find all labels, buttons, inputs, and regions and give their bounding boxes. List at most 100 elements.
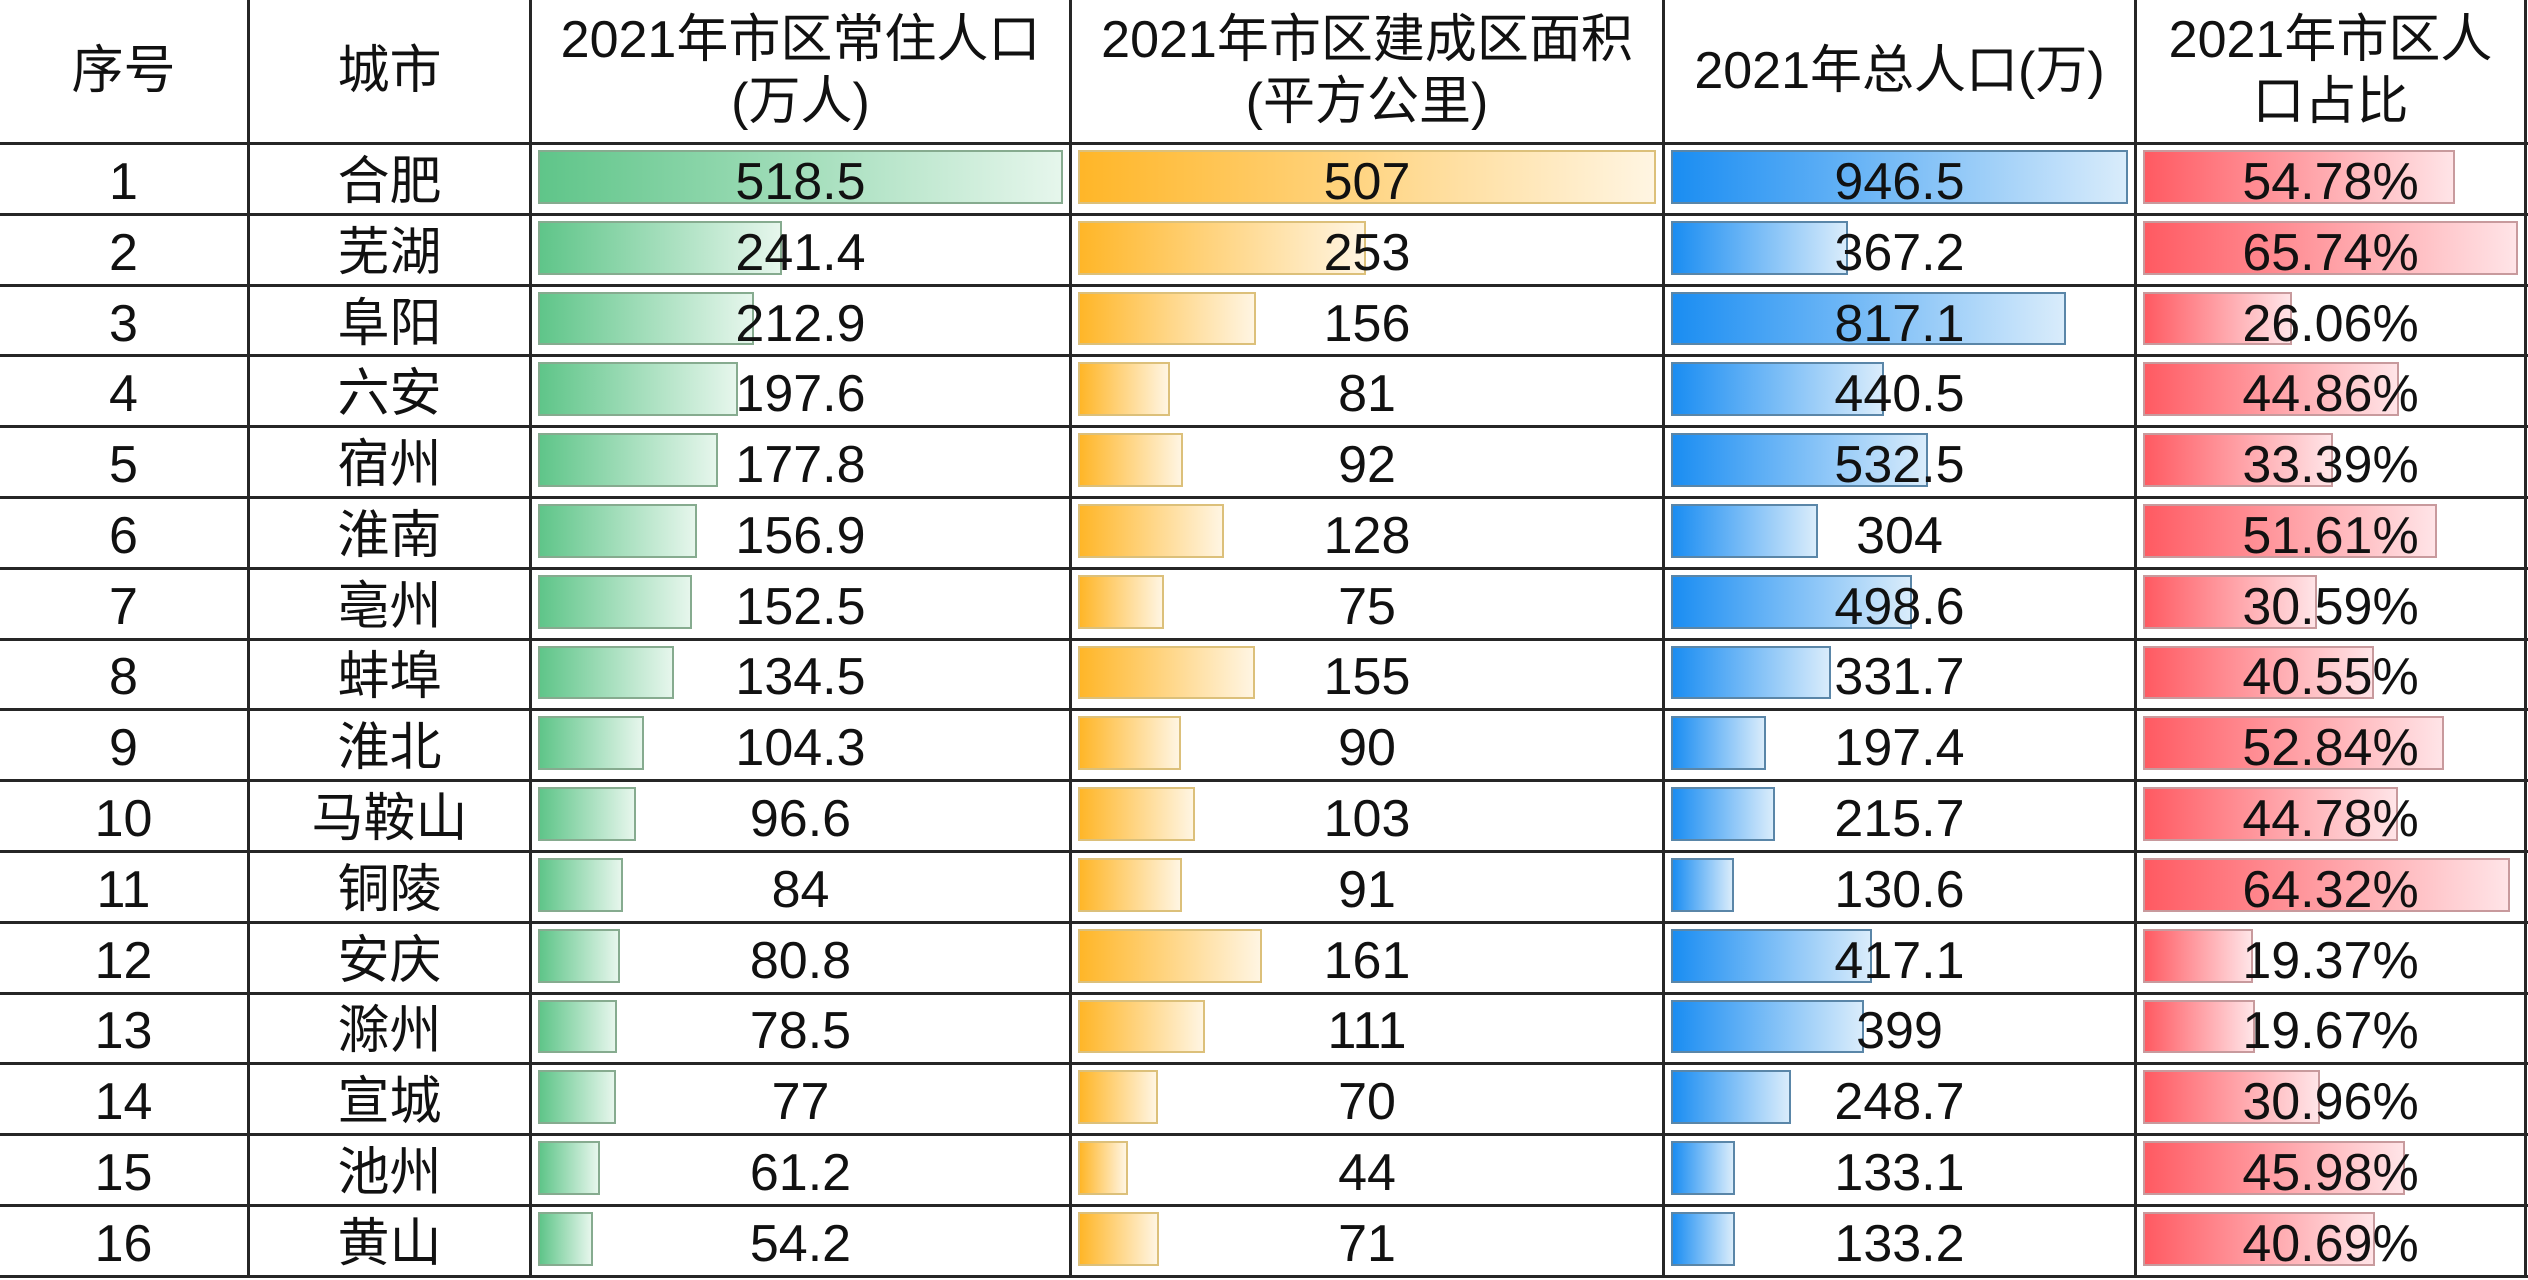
red-data-bar [2143, 716, 2445, 771]
table-row: 15 池州 61.2 44 133.1 45.98% [0, 1136, 2528, 1207]
built-area-value: 507 [1323, 152, 1411, 211]
orange-data-bar [1078, 1141, 1129, 1195]
orange-data-bar [1078, 433, 1183, 487]
urban-population-value: 156.9 [735, 506, 866, 565]
built-area-value: 253 [1323, 223, 1411, 282]
built-area-cell: 507 [1072, 145, 1665, 213]
urban-ratio-cell: 54.78% [2137, 145, 2527, 213]
urban-ratio-value: 30.96% [2242, 1073, 2419, 1132]
built-area-value: 75 [1338, 577, 1396, 636]
total-population-value: 367.2 [1834, 223, 1965, 282]
urban-ratio-cell: 19.67% [2137, 994, 2527, 1063]
header-urban-ratio: 2021年市区人 口占比 [2137, 0, 2527, 142]
blue-data-bar [1671, 433, 1929, 487]
urban-ratio-value: 19.67% [2242, 1002, 2419, 1061]
red-data-bar [2143, 645, 2375, 700]
orange-data-bar [1078, 220, 1367, 275]
urban-ratio-cell: 19.37% [2137, 923, 2527, 992]
green-data-bar [538, 1141, 600, 1195]
total-population-cell: 130.6 [1665, 852, 2137, 921]
city-name: 淮南 [337, 506, 442, 565]
green-data-bar [538, 150, 1063, 204]
urban-population-value: 177.8 [735, 436, 866, 495]
urban-population-cell: 77 [532, 1065, 1072, 1134]
red-data-bar [2143, 220, 2518, 275]
urban-population-cell: 518.5 [532, 145, 1072, 213]
total-population-value: 532.5 [1834, 436, 1965, 495]
table-row: 10 马鞍山 96.6 103 215.7 44.78% [0, 782, 2528, 853]
total-population-cell: 197.4 [1665, 711, 2137, 780]
city-cell: 铜陵 [250, 852, 532, 921]
table-row: 4 六安 197.6 81 440.5 44.86% [0, 357, 2528, 429]
header-index: 序号 [0, 0, 250, 142]
urban-population-value: 212.9 [735, 294, 866, 353]
green-data-bar [538, 787, 636, 841]
index-cell: 8 [0, 640, 250, 709]
urban-ratio-value: 52.84% [2242, 719, 2419, 778]
index-cell: 10 [0, 782, 250, 850]
row-index: 8 [109, 648, 138, 707]
city-cell: 黄山 [250, 1206, 532, 1275]
city-name: 阜阳 [337, 294, 442, 353]
total-population-value: 417.1 [1834, 931, 1965, 990]
red-data-bar [2143, 787, 2399, 841]
total-population-value: 215.7 [1834, 790, 1965, 849]
urban-ratio-cell: 51.61% [2137, 498, 2527, 567]
index-cell: 3 [0, 286, 250, 355]
index-cell: 16 [0, 1206, 250, 1275]
total-population-value: 946.5 [1834, 152, 1965, 211]
table-row: 3 阜阳 212.9 156 817.1 26.06% [0, 286, 2528, 358]
built-area-cell: 111 [1072, 994, 1665, 1063]
urban-population-value: 80.8 [749, 931, 852, 990]
urban-ratio-cell: 65.74% [2137, 215, 2527, 284]
urban-ratio-cell: 30.59% [2137, 569, 2527, 638]
city-cell: 宿州 [250, 428, 532, 496]
header-city: 城市 [250, 0, 532, 142]
orange-data-bar [1078, 1070, 1158, 1125]
total-population-cell: 133.2 [1665, 1206, 2137, 1275]
orange-data-bar [1078, 1211, 1159, 1266]
red-data-bar [2143, 999, 2256, 1054]
built-area-cell: 71 [1072, 1206, 1665, 1275]
green-data-bar [538, 857, 624, 912]
city-name: 黄山 [337, 1214, 442, 1273]
green-data-bar [538, 220, 783, 275]
row-index: 14 [94, 1073, 153, 1132]
orange-data-bar [1078, 999, 1205, 1054]
total-population-cell: 215.7 [1665, 782, 2137, 850]
city-name: 淮北 [337, 719, 442, 778]
green-data-bar [538, 928, 620, 983]
built-area-cell: 90 [1072, 711, 1665, 780]
built-area-cell: 91 [1072, 852, 1665, 921]
total-population-value: 331.7 [1834, 648, 1965, 707]
built-area-cell: 103 [1072, 782, 1665, 850]
red-data-bar [2143, 857, 2510, 912]
index-cell: 2 [0, 215, 250, 284]
green-data-bar [538, 503, 697, 558]
city-cell: 滁州 [250, 994, 532, 1063]
total-population-cell: 399 [1665, 994, 2137, 1063]
urban-ratio-value: 26.06% [2242, 294, 2419, 353]
urban-population-value: 77 [771, 1073, 830, 1132]
urban-ratio-value: 40.55% [2242, 648, 2419, 707]
green-data-bar [538, 645, 675, 700]
total-population-value: 248.7 [1834, 1073, 1965, 1132]
orange-data-bar [1078, 291, 1256, 346]
row-index: 2 [109, 223, 138, 282]
urban-ratio-value: 40.69% [2242, 1214, 2419, 1273]
total-population-cell: 367.2 [1665, 215, 2137, 284]
row-index: 12 [94, 931, 153, 990]
orange-data-bar [1078, 857, 1182, 912]
orange-data-bar [1078, 503, 1224, 558]
red-data-bar [2143, 291, 2292, 346]
built-area-cell: 253 [1072, 215, 1665, 284]
red-data-bar [2143, 928, 2254, 983]
built-area-value: 103 [1323, 790, 1411, 849]
index-cell: 1 [0, 145, 250, 213]
blue-data-bar [1671, 1141, 1736, 1195]
total-population-cell: 248.7 [1665, 1065, 2137, 1134]
urban-population-cell: 78.5 [532, 994, 1072, 1063]
row-index: 11 [96, 860, 151, 919]
urban-ratio-value: 65.74% [2242, 223, 2419, 282]
